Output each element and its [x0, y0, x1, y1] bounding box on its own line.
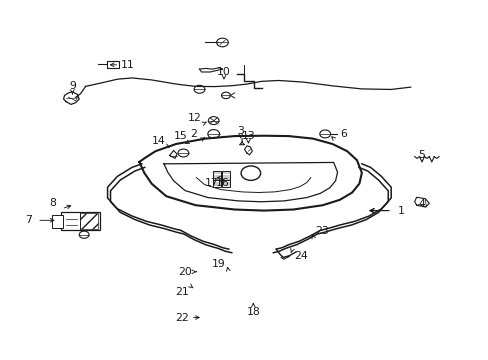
Bar — [222, 171, 230, 180]
Text: 1: 1 — [397, 206, 404, 216]
Text: 17: 17 — [204, 178, 218, 188]
Text: 8: 8 — [49, 198, 56, 208]
Text: 15: 15 — [174, 131, 187, 141]
Text: 10: 10 — [217, 67, 230, 77]
Bar — [212, 178, 220, 187]
Text: 19: 19 — [212, 258, 225, 269]
Text: 18: 18 — [246, 307, 260, 318]
Bar — [80, 213, 98, 229]
Bar — [61, 212, 100, 230]
Text: 24: 24 — [293, 251, 307, 261]
Text: 20: 20 — [178, 267, 191, 277]
Text: 23: 23 — [314, 226, 328, 236]
Text: 7: 7 — [25, 215, 32, 225]
Bar — [212, 171, 220, 180]
Text: 2: 2 — [189, 129, 196, 139]
Bar — [222, 178, 230, 187]
Text: 5: 5 — [417, 150, 424, 160]
Bar — [52, 215, 63, 228]
Text: 22: 22 — [175, 312, 188, 323]
Text: 16: 16 — [215, 178, 229, 188]
Bar — [106, 61, 119, 68]
Text: 21: 21 — [175, 287, 188, 297]
Text: 9: 9 — [69, 81, 76, 91]
Text: 14: 14 — [152, 136, 165, 146]
Text: 3: 3 — [237, 126, 244, 136]
Text: 6: 6 — [339, 129, 346, 139]
Text: 4: 4 — [417, 199, 424, 210]
Text: 13: 13 — [241, 131, 255, 141]
Text: 12: 12 — [187, 113, 201, 123]
Text: 11: 11 — [121, 60, 135, 70]
